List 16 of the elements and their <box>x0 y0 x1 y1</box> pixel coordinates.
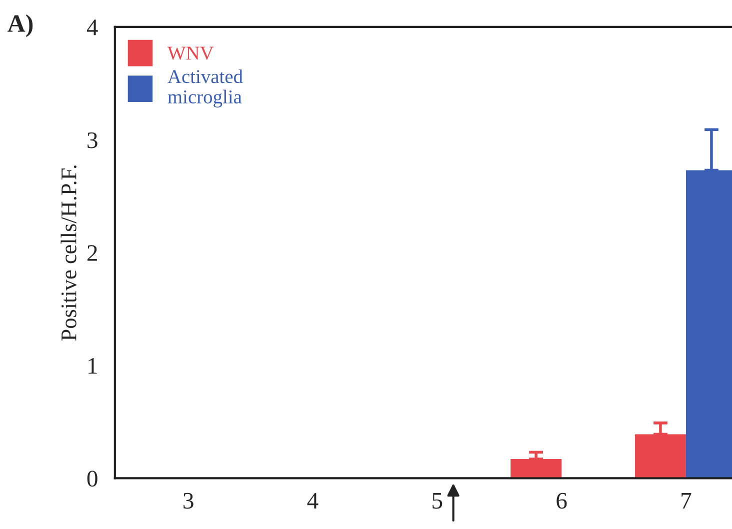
y-tick-label: 3 <box>88 132 98 148</box>
x-tick-label: 3 <box>184 492 194 509</box>
x-tick-label: 6 <box>556 492 567 509</box>
y-tick-label: 4 <box>86 20 98 36</box>
bar <box>510 459 562 478</box>
text: A) <box>8 14 33 38</box>
bar <box>634 434 686 478</box>
y-axis-title: Positive cells/H.P.F. <box>60 165 76 341</box>
x-tick-label: 4 <box>307 492 318 508</box>
x-tick-label: 5 <box>432 493 442 509</box>
x-tick-label: 7 <box>682 493 692 508</box>
y-tick-label: 2 <box>87 245 97 261</box>
y-tick-label: 1 <box>88 358 97 374</box>
y-tick-label: 0 <box>87 470 98 487</box>
legend-label: WNV <box>167 46 214 60</box>
legend-label: Activated microglia <box>168 69 243 108</box>
